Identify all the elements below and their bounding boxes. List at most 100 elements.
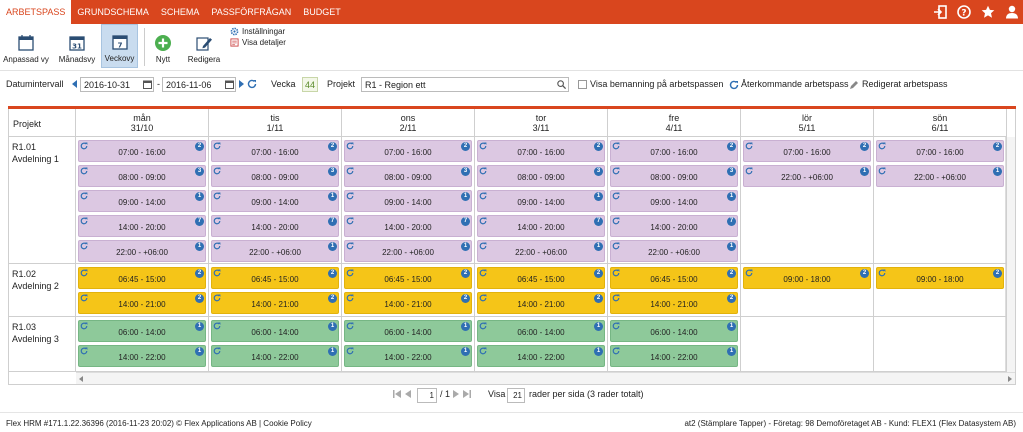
- shift-block[interactable]: 22:00 - +06:00 1: [477, 240, 605, 262]
- shift-block[interactable]: 07:00 - 16:00 2: [876, 140, 1004, 162]
- shift-block[interactable]: 14:00 - 21:00 2: [78, 292, 206, 314]
- shift-block[interactable]: 14:00 - 21:00 2: [610, 292, 738, 314]
- vecka-input[interactable]: [302, 77, 318, 92]
- shift-block[interactable]: 14:00 - 20:00 7: [477, 215, 605, 237]
- day-cell[interactable]: [741, 317, 874, 372]
- shift-block[interactable]: 14:00 - 22:00 1: [610, 345, 738, 367]
- day-cell[interactable]: [475, 137, 608, 264]
- tab-passforfragan[interactable]: PASSFÖRFRÅGAN: [211, 7, 292, 17]
- day-cell[interactable]: [608, 264, 741, 317]
- shift-block[interactable]: 06:45 - 15:00 2: [344, 267, 472, 289]
- last-page-icon[interactable]: [463, 390, 471, 400]
- user-icon[interactable]: [1005, 5, 1019, 19]
- day-cell[interactable]: [475, 317, 608, 372]
- shift-block[interactable]: 14:00 - 20:00 7: [211, 215, 339, 237]
- prev-page-icon[interactable]: [405, 390, 411, 400]
- shift-block[interactable]: 09:00 - 14:00 1: [211, 190, 339, 212]
- shift-block[interactable]: 22:00 - +06:00 1: [743, 165, 871, 187]
- shift-block[interactable]: 06:00 - 14:00 1: [211, 320, 339, 342]
- date-from-input[interactable]: [80, 77, 154, 92]
- day-cell[interactable]: [76, 264, 209, 317]
- shift-block[interactable]: 06:45 - 15:00 2: [78, 267, 206, 289]
- day-cell[interactable]: [475, 264, 608, 317]
- shift-block[interactable]: 14:00 - 22:00 1: [78, 345, 206, 367]
- anpassad-vy-button[interactable]: Anpassad vy: [2, 24, 50, 68]
- date-to-input[interactable]: [162, 77, 236, 92]
- shift-block[interactable]: 07:00 - 16:00 2: [610, 140, 738, 162]
- shift-block[interactable]: 07:00 - 16:00 2: [344, 140, 472, 162]
- shift-block[interactable]: 14:00 - 21:00 2: [477, 292, 605, 314]
- projekt-input[interactable]: [361, 77, 569, 92]
- day-cell[interactable]: [342, 317, 475, 372]
- help-icon[interactable]: ?: [957, 5, 971, 19]
- shift-block[interactable]: 09:00 - 18:00 2: [743, 267, 871, 289]
- nytt-button[interactable]: Nytt: [148, 24, 178, 68]
- shift-block[interactable]: 07:00 - 16:00 2: [477, 140, 605, 162]
- shift-block[interactable]: 14:00 - 22:00 1: [211, 345, 339, 367]
- shift-block[interactable]: 06:00 - 14:00 1: [78, 320, 206, 342]
- shift-block[interactable]: 22:00 - +06:00 1: [876, 165, 1004, 187]
- shift-block[interactable]: 22:00 - +06:00 1: [610, 240, 738, 262]
- shift-block[interactable]: 14:00 - 21:00 2: [344, 292, 472, 314]
- visa-bemanning-checkbox[interactable]: [578, 80, 587, 89]
- shift-block[interactable]: 09:00 - 14:00 1: [344, 190, 472, 212]
- shift-block[interactable]: 14:00 - 20:00 7: [344, 215, 472, 237]
- day-cell[interactable]: [342, 264, 475, 317]
- shift-block[interactable]: 09:00 - 14:00 1: [78, 190, 206, 212]
- shift-block[interactable]: 14:00 - 20:00 7: [610, 215, 738, 237]
- shift-block[interactable]: 07:00 - 16:00 2: [78, 140, 206, 162]
- prev-week-icon[interactable]: [72, 80, 78, 88]
- visa-detaljer-link[interactable]: Visa detaljer: [230, 38, 286, 47]
- shift-block[interactable]: 22:00 - +06:00 1: [211, 240, 339, 262]
- shift-block[interactable]: 07:00 - 16:00 2: [743, 140, 871, 162]
- shift-block[interactable]: 06:45 - 15:00 2: [211, 267, 339, 289]
- day-cell[interactable]: [76, 137, 209, 264]
- shift-block[interactable]: 06:00 - 14:00 1: [344, 320, 472, 342]
- redigera-button[interactable]: Redigera: [184, 24, 224, 68]
- tab-grundschema[interactable]: GRUNDSCHEMA: [77, 7, 149, 17]
- day-cell[interactable]: [874, 317, 1007, 372]
- shift-block[interactable]: 14:00 - 21:00 2: [211, 292, 339, 314]
- day-cell[interactable]: [209, 137, 342, 264]
- next-week-icon[interactable]: [238, 80, 244, 88]
- shift-block[interactable]: 14:00 - 22:00 1: [344, 345, 472, 367]
- shift-block[interactable]: 06:00 - 14:00 1: [610, 320, 738, 342]
- day-cell[interactable]: [741, 264, 874, 317]
- scroll-right-icon[interactable]: [1007, 376, 1012, 382]
- shift-block[interactable]: 08:00 - 09:00 3: [477, 165, 605, 187]
- manadsvy-button[interactable]: 31 Månadsvy: [56, 24, 98, 68]
- shift-block[interactable]: 14:00 - 20:00 7: [78, 215, 206, 237]
- shift-block[interactable]: 09:00 - 14:00 1: [477, 190, 605, 212]
- veckovy-button[interactable]: 7 Veckovy: [101, 24, 138, 68]
- shift-block[interactable]: 09:00 - 18:00 2: [876, 267, 1004, 289]
- day-cell[interactable]: [874, 264, 1007, 317]
- search-icon[interactable]: [557, 80, 566, 89]
- day-cell[interactable]: [209, 317, 342, 372]
- day-cell[interactable]: [209, 264, 342, 317]
- shift-block[interactable]: 06:00 - 14:00 1: [477, 320, 605, 342]
- day-cell[interactable]: [874, 137, 1007, 264]
- shift-block[interactable]: 06:45 - 15:00 2: [477, 267, 605, 289]
- horizontal-scrollbar[interactable]: [76, 372, 1015, 384]
- date-from-calendar-icon[interactable]: [143, 80, 152, 89]
- shift-block[interactable]: 08:00 - 09:00 3: [211, 165, 339, 187]
- shift-block[interactable]: 08:00 - 09:00 3: [344, 165, 472, 187]
- shift-block[interactable]: 14:00 - 22:00 1: [477, 345, 605, 367]
- shift-block[interactable]: 08:00 - 09:00 3: [610, 165, 738, 187]
- star-icon[interactable]: [981, 5, 995, 19]
- next-page-icon[interactable]: [453, 390, 459, 400]
- day-cell[interactable]: [76, 317, 209, 372]
- installningar-link[interactable]: Inställningar: [230, 27, 285, 36]
- tab-schema[interactable]: SCHEMA: [160, 7, 200, 17]
- shift-block[interactable]: 06:45 - 15:00 2: [610, 267, 738, 289]
- first-page-icon[interactable]: [393, 390, 401, 400]
- tab-budget[interactable]: BUDGET: [303, 7, 341, 17]
- shift-block[interactable]: 08:00 - 09:00 3: [78, 165, 206, 187]
- date-to-calendar-icon[interactable]: [225, 80, 234, 89]
- rows-per-page-input[interactable]: [507, 388, 525, 403]
- day-cell[interactable]: [608, 317, 741, 372]
- refresh-icon[interactable]: [247, 79, 257, 89]
- shift-block[interactable]: 07:00 - 16:00 2: [211, 140, 339, 162]
- shift-block[interactable]: 22:00 - +06:00 1: [344, 240, 472, 262]
- day-cell[interactable]: [741, 137, 874, 264]
